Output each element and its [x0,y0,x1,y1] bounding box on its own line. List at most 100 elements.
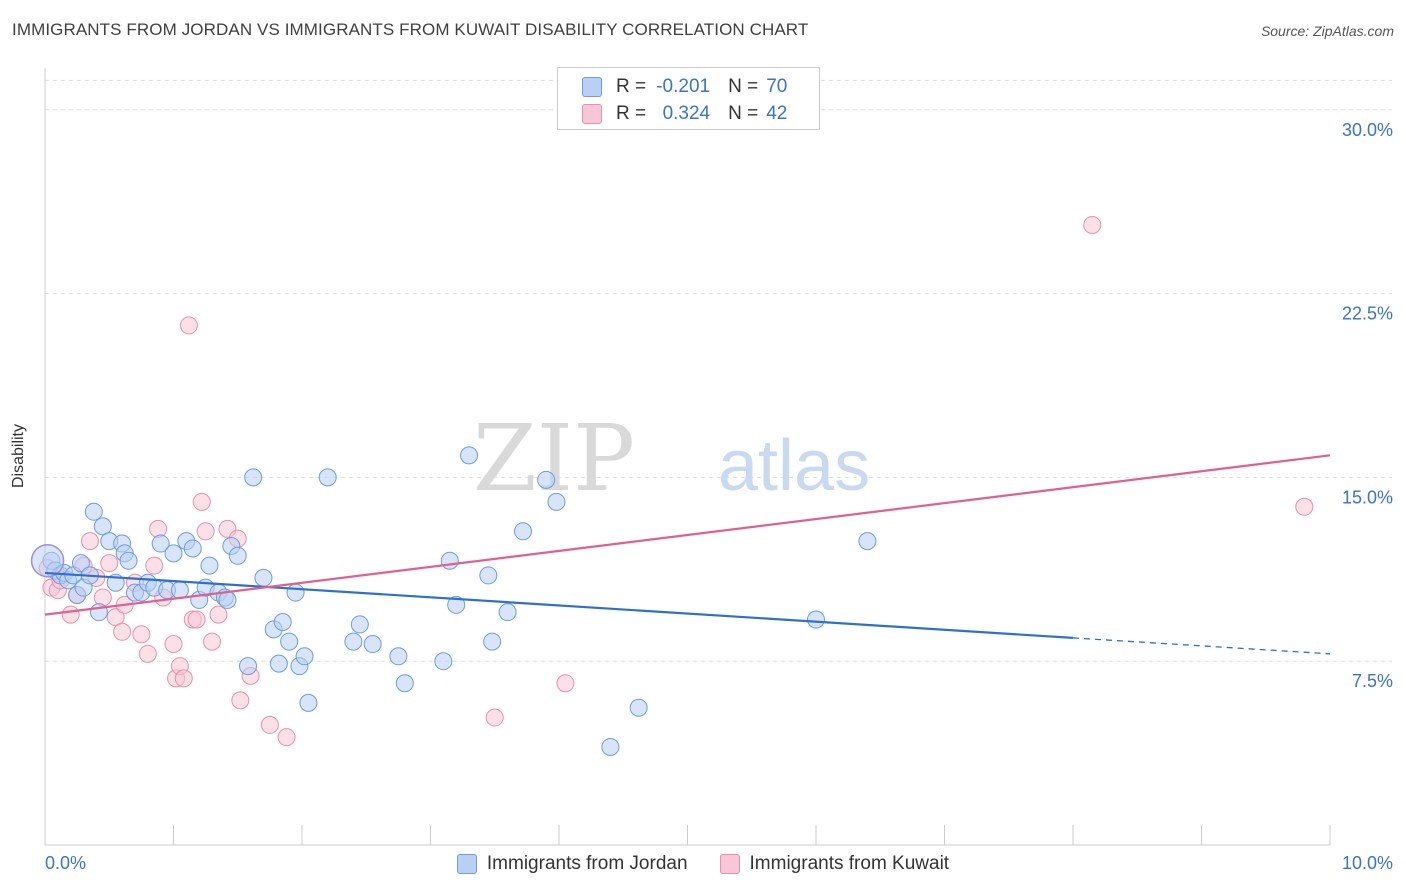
jordan-point [514,522,533,541]
kuwait-point [1295,497,1314,516]
kuwait-point [187,610,206,629]
kuwait-point [203,632,222,651]
n-value: 42 [766,103,788,124]
jordan-swatch [456,854,477,874]
axes [44,68,1331,846]
kuwait-point [1083,215,1102,234]
jordan-point [244,468,263,487]
jordan-trend-extension [1072,637,1331,655]
r-label: R = [616,76,647,97]
jordan-point [280,632,299,651]
jordan-point [434,652,453,671]
kuwait-point [138,644,157,663]
kuwait-point [277,728,296,747]
legend-label-jordan: Immigrants from Jordan [486,853,688,874]
r-value: -0.201 [656,76,711,97]
kuwait-point [149,519,168,538]
jordan-point [286,583,305,602]
jordan-point [84,502,103,521]
jordan-trend-line [44,571,1074,640]
y-tick-label: 15.0% [1342,487,1393,507]
jordan-point [71,554,90,573]
jordan-point [269,654,288,673]
jordan-point [350,615,369,634]
jordan-point [344,632,363,651]
kuwait-point [93,588,112,607]
legend-row-kuwait: R = 0.324 N = 42 [582,101,798,127]
jordan-point [395,674,414,693]
legend-row-jordan: R = -0.201 N = 70 [582,74,798,100]
jordan-cluster-point [30,543,65,578]
jordan-point [389,647,408,666]
jordan-point [164,544,183,563]
r-label: R = [616,103,647,124]
n-value: 70 [766,76,788,97]
legend-item-kuwait[interactable]: Immigrants from Kuwait [719,853,950,875]
tick-labels: 7.5% 15.0% 22.5% 30.0% 0.0% 10.0% [45,120,1393,873]
watermark-atlas: atlas [718,426,870,506]
watermark: ZIP atlas [473,405,870,512]
legend-label-kuwait: Immigrants from Kuwait [749,853,950,874]
n-label: N = [728,76,759,97]
kuwait-point [145,556,164,575]
kuwait-point [61,605,80,624]
kuwait-trend-line [44,454,1331,616]
kuwait-point [556,674,575,693]
jordan-point [858,532,877,551]
jordan-point [151,534,170,553]
n-label: N = [728,103,759,124]
jordan-point [498,603,517,622]
jordan-point [483,632,502,651]
jordan-point [273,612,292,631]
kuwait-point [192,492,211,511]
kuwait-point [132,625,151,644]
trend-lines [44,454,1331,655]
kuwait-point [260,715,279,734]
x-tick-label: 10.0% [1342,853,1393,873]
jordan-point [295,647,314,666]
jordan-point [183,539,202,558]
kuwait-point [174,669,193,688]
correlation-legend: R = -0.201 N = 70 R = 0.324 N = 42 [557,67,820,130]
kuwait-point [80,532,99,551]
jordan-point [807,610,825,629]
kuwait-swatch [582,104,602,124]
source-label: Source: ZipAtlas.com [1260,23,1394,39]
y-tick-label: 7.5% [1352,671,1393,691]
y-tick-label: 22.5% [1342,304,1393,324]
kuwait-point [209,605,228,624]
jordan-point [318,468,337,487]
jordan-point [601,737,620,756]
jordan-point [460,446,479,465]
jordan-point [537,470,556,489]
legend-item-jordan[interactable]: Immigrants from Jordan [456,853,688,875]
jordan-point [119,551,138,570]
jordan-point [363,635,382,654]
kuwait-point [113,622,132,641]
kuwait-point [196,522,215,541]
jordan-point [547,492,566,511]
kuwait-point [164,635,183,654]
jordan-point [629,698,648,717]
kuwait-swatch [719,854,740,874]
jordan-point [228,546,247,565]
jordan-point [218,590,237,609]
kuwait-point [485,708,504,727]
r-value: 0.324 [662,103,711,124]
jordan-point [239,657,258,676]
jordan-point [200,556,219,575]
series-legend: Immigrants from Jordan Immigrants from K… [0,852,1406,876]
kuwait-point [100,554,119,573]
chart-title: IMMIGRANTS FROM JORDAN VS IMMIGRANTS FRO… [12,20,809,39]
kuwait-point [231,691,250,710]
kuwait-point [179,316,198,335]
jordan-point [447,595,466,614]
grid-lines [45,79,1392,662]
jordan-point [440,551,459,570]
y-tick-label: 30.0% [1342,120,1393,140]
jordan-point [254,568,273,587]
jordan-swatch [582,77,602,97]
jordan-point [299,693,318,712]
jordan-point [479,566,498,585]
